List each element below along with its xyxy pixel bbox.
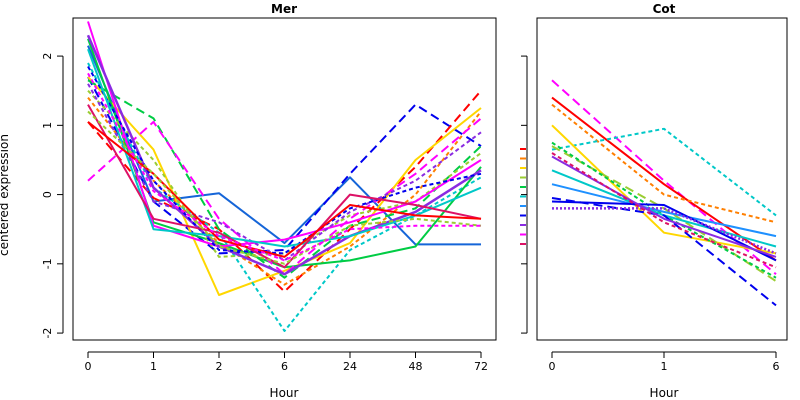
cot-series-line-9: [551, 183, 777, 238]
y-tick-label: 2: [41, 53, 54, 60]
mer-series-line-15: [87, 48, 482, 248]
cot-x-tick-label: 1: [661, 360, 668, 373]
cot-series-line-10: [551, 197, 777, 307]
mer-series-line-13: [87, 83, 482, 262]
mer-series-line-4: [87, 96, 482, 286]
mer-panel: Mer -2 -1 0 1 2 0 1 2 6 24 48 72 Hour: [41, 2, 497, 400]
cot-series-line-13: [551, 155, 777, 258]
mer-series-line-10: [87, 117, 482, 276]
cot-x-axis: 0 1 6: [549, 351, 780, 373]
mer-x-tick-label: 72: [474, 360, 488, 373]
cot-series-line-12: [552, 207, 777, 255]
mer-series-line-3: [87, 90, 482, 293]
mer-x-axis-title: Hour: [270, 386, 299, 400]
cot-x-axis-title: Hour: [650, 386, 679, 400]
mer-panel-title: Mer: [271, 2, 297, 16]
cot-x-tick-label: 6: [773, 360, 780, 373]
cot-series-line-3: [551, 103, 777, 224]
cot-series-line-7: [551, 141, 777, 279]
cot-series-line-4: [551, 127, 777, 217]
mer-series-line-12: [86, 34, 482, 276]
mer-y-axis: -2 -1 0 1 2: [41, 53, 64, 339]
mer-series-line-1: [87, 45, 481, 246]
mer-x-tick-label: 24: [343, 360, 357, 373]
y-tick-label: 1: [41, 122, 54, 129]
cot-plot-frame: [536, 17, 788, 341]
mer-x-tick-label: 48: [409, 360, 423, 373]
mer-x-tick-label: 2: [216, 360, 223, 373]
mer-series-line-2: [87, 76, 482, 255]
mer-series-group: [86, 21, 482, 332]
mer-x-tick-label: 0: [85, 360, 92, 373]
y-axis-title: centered expression: [0, 134, 11, 256]
cot-series-line-11: [551, 200, 777, 262]
cot-x-tick-label: 0: [549, 360, 556, 373]
cot-panel-title: Cot: [653, 2, 676, 16]
mer-series-line-16: [87, 104, 482, 269]
mer-series-line-18: [87, 110, 482, 265]
mer-series-line-8: [87, 79, 482, 279]
cot-panel: Cot 0 1 6 Hour: [521, 2, 788, 400]
cot-series-line-14: [551, 152, 777, 269]
cot-series-line-5: [551, 124, 777, 255]
legend-marks: [520, 148, 526, 245]
mer-series-line-11: [87, 21, 482, 248]
cot-y-axis: [521, 55, 528, 334]
mer-series-line-5: [87, 76, 482, 296]
cot-series-line-2: [551, 96, 777, 262]
mer-series-line-17: [87, 121, 482, 258]
y-tick-label: -2: [41, 328, 54, 339]
cot-series-line-1: [551, 79, 777, 275]
cot-series-group: [551, 79, 777, 307]
mer-series-line-19: [87, 72, 481, 262]
mer-x-axis: 0 1 2 6 24 48 72: [85, 351, 488, 373]
mer-x-tick-label: 1: [150, 360, 157, 373]
y-tick-label: -1: [41, 258, 54, 269]
mer-plot-frame: [72, 17, 497, 341]
y-tick-label: 0: [41, 191, 54, 198]
mer-x-tick-label: 6: [281, 360, 288, 373]
